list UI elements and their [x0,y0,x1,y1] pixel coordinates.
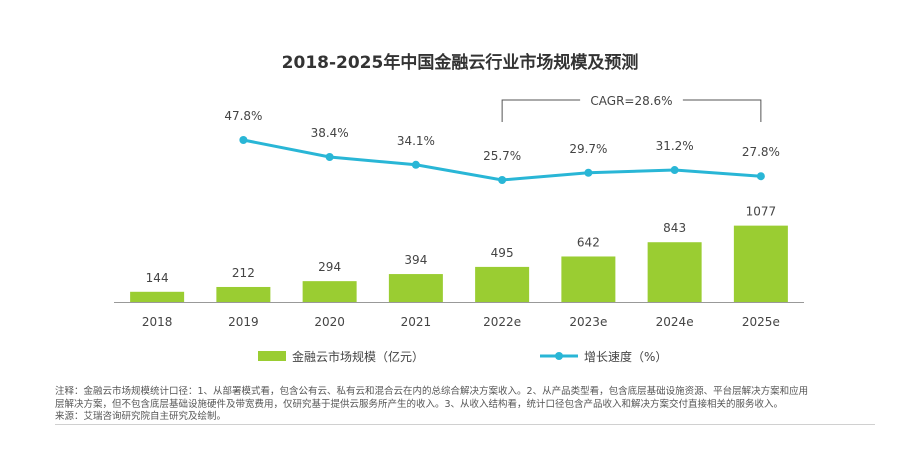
x-tick-label: 2025e [742,315,780,329]
growth-point [756,172,765,181]
bar-value-label: 144 [146,271,169,285]
chart: CAGR=28.6% 144 212 294 394 495 642 843 1077 47.… [114,94,804,364]
bar-value-label: 843 [663,221,686,235]
x-tick-labels: 2018 2019 2020 2021 2022e 2023e 2024e 2025e [142,315,780,329]
x-tick-label: 2024e [656,315,694,329]
growth-value-label: 27.8% [742,145,780,159]
x-tick-label: 2018 [142,315,173,329]
bar-value-label: 394 [404,253,427,267]
legend-bar-label: 金融云市场规模（亿元） [292,349,424,364]
growth-point [670,166,679,175]
growth-value-label: 38.4% [311,126,349,140]
growth-point [325,153,334,162]
cagr-bracket-left [501,99,581,122]
legend-bar-swatch [258,351,286,361]
growth-value-label: 31.2% [656,139,694,153]
bar-value-label: 1077 [746,205,777,219]
bar [475,266,530,302]
footnote-line: 注释：金融云市场规模统计口径：1、从部署模式看，包含公有云、私有云和混合云在内的… [55,386,809,397]
bar [216,286,271,302]
x-tick-label: 2021 [401,315,432,329]
source-line: 来源：艾瑞咨询研究院自主研究及绘制。 [55,411,227,422]
growth-value-label: 25.7% [483,149,521,163]
legend-line-label: 增长速度（%） [584,349,667,364]
x-tick-label: 2023e [569,315,607,329]
x-tick-label: 2022e [483,315,521,329]
bar-value-label: 212 [232,266,255,280]
divider [55,424,875,425]
cagr-bracket-right [682,99,762,122]
growth-point [239,136,248,144]
bar [388,274,443,302]
bar [130,291,185,302]
bar-value-label: 495 [491,246,514,260]
bar [561,256,616,302]
bar [647,242,702,302]
growth-value-labels: 47.8% 38.4% 34.1% 25.7% 29.7% 31.2% 27.8% [224,109,780,163]
growth-value-label: 34.1% [397,134,435,148]
bar-value-label: 294 [318,260,341,274]
bar-value-labels: 144 212 294 394 495 642 843 1077 [146,205,776,285]
growth-value-label: 47.8% [224,109,262,123]
legend-line-marker [555,352,563,360]
x-tick-label: 2019 [228,315,259,329]
growth-point [411,160,420,169]
footnotes: 注释：金融云市场规模统计口径：1、从部署模式看，包含公有云、私有云和混合云在内的… [55,386,885,424]
bar-series [130,225,788,302]
footnote-line: 层解决方案，但不包含底层基础设施硬件及带宽费用，仅研究基于提供云服务所产生的收入… [55,398,784,410]
bar [302,281,357,302]
chart-title: 2018-2025年中国金融云行业市场规模及预测 [281,53,639,73]
cagr-label: CAGR=28.6% [590,94,672,108]
growth-point [584,168,593,177]
legend: 金融云市场规模（亿元） 增长速度（%） [258,349,667,364]
growth-line-series [239,136,765,184]
cagr-annotation: CAGR=28.6% [501,94,762,122]
bar [733,225,788,302]
x-tick-label: 2020 [314,315,345,329]
bar-value-label: 642 [577,235,600,249]
growth-value-label: 29.7% [569,142,607,156]
growth-point [498,176,507,184]
